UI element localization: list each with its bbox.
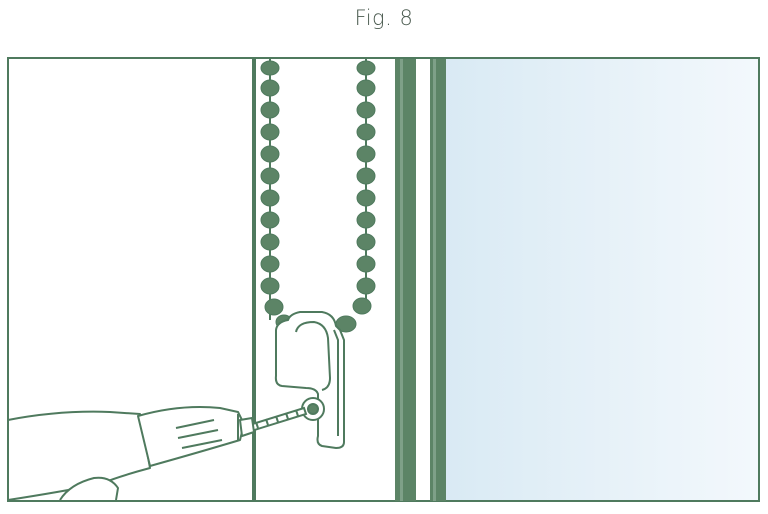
chain-safety-clip <box>274 311 345 449</box>
window-glass <box>446 59 758 500</box>
power-drill <box>7 406 255 501</box>
illustration-border <box>7 57 760 502</box>
window-frame <box>252 59 446 501</box>
bead-chain <box>260 59 376 333</box>
figure-title: Fig. 8 <box>354 6 414 30</box>
